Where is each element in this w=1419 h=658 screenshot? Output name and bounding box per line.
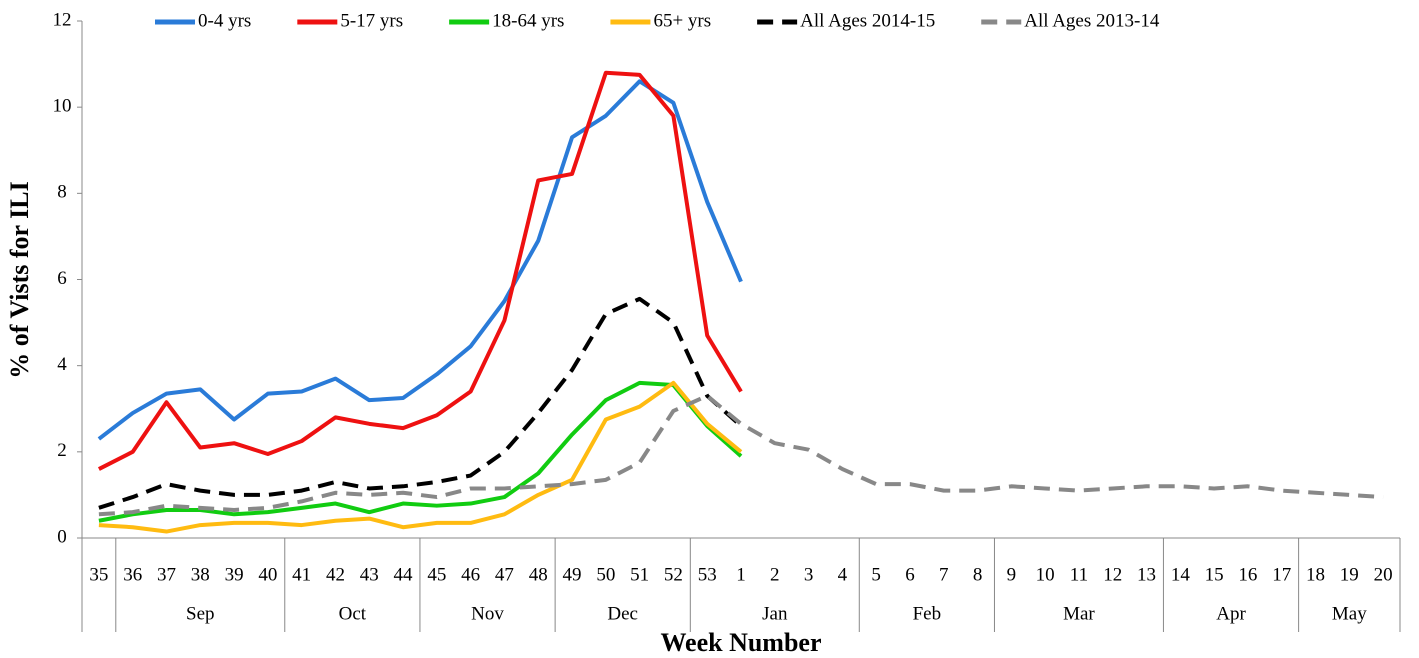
x-tick-label: 44 (394, 564, 414, 585)
series-line (97, 70, 743, 471)
series-line (98, 380, 743, 523)
x-tick-label: 40 (258, 564, 277, 585)
y-tick-label: 2 (57, 440, 67, 461)
x-tick-label: 14 (1171, 564, 1191, 585)
x-tick-label: 42 (326, 564, 345, 585)
legend-label: All Ages 2014-15 (800, 10, 935, 31)
x-tick-label: 20 (1374, 564, 1393, 585)
x-tick-label: 46 (461, 564, 480, 585)
y-tick-label: 12 (53, 9, 72, 30)
x-tick-label: 12 (1103, 564, 1122, 585)
x-tick-label: 51 (630, 564, 649, 585)
x-group-label: Sep (186, 603, 215, 624)
y-tick-label: 8 (57, 182, 67, 203)
x-tick-label: 43 (360, 564, 379, 585)
x-tick-label: 36 (123, 564, 142, 585)
x-tick-label: 2 (770, 564, 780, 585)
series-line (97, 79, 743, 441)
y-tick-label: 4 (57, 354, 67, 375)
legend-label: 65+ yrs (653, 10, 711, 31)
x-group-label: Mar (1063, 603, 1095, 624)
x-tick-label: 16 (1238, 564, 1257, 585)
x-tick-label: 19 (1340, 564, 1359, 585)
x-group-label: Dec (607, 603, 638, 624)
legend-label: 0-4 yrs (198, 10, 251, 31)
y-tick-label: 10 (53, 96, 72, 117)
x-tick-label: 5 (871, 564, 881, 585)
x-axis-title: Week Number (660, 628, 821, 657)
x-tick-label: 15 (1205, 564, 1224, 585)
series-line (98, 296, 743, 510)
x-tick-label: 45 (427, 564, 446, 585)
y-tick-label: 0 (57, 526, 67, 547)
x-tick-label: 38 (191, 564, 210, 585)
x-tick-label: 37 (157, 564, 176, 585)
x-tick-label: 50 (596, 564, 615, 585)
x-tick-label: 9 (1007, 564, 1017, 585)
x-tick-label: 10 (1036, 564, 1055, 585)
x-tick-label: 52 (664, 564, 683, 585)
x-tick-label: 6 (905, 564, 915, 585)
legend-label: 5-17 yrs (340, 10, 403, 31)
series-line (98, 393, 1384, 517)
x-tick-label: 11 (1070, 564, 1088, 585)
x-tick-label: 4 (838, 564, 848, 585)
y-axis-title: % of Vists for ILI (5, 181, 34, 378)
x-group-label: Apr (1216, 603, 1246, 624)
x-tick-label: 35 (89, 564, 108, 585)
x-tick-label: 49 (563, 564, 582, 585)
x-tick-label: 53 (698, 564, 717, 585)
x-group-label: Oct (339, 603, 367, 624)
legend-label: All Ages 2013-14 (1024, 10, 1160, 31)
x-tick-label: 7 (939, 564, 949, 585)
x-group-label: Feb (913, 603, 942, 624)
x-tick-label: 1 (736, 564, 746, 585)
y-tick-label: 6 (57, 268, 67, 289)
x-group-label: May (1332, 603, 1367, 624)
x-tick-label: 13 (1137, 564, 1156, 585)
legend-label: 18-64 yrs (492, 10, 564, 31)
series-line (98, 380, 743, 534)
x-group-label: Nov (471, 603, 504, 624)
x-tick-label: 48 (529, 564, 548, 585)
x-tick-label: 39 (225, 564, 244, 585)
x-tick-label: 41 (292, 564, 311, 585)
x-tick-label: 8 (973, 564, 983, 585)
x-tick-label: 17 (1272, 564, 1291, 585)
x-tick-label: 47 (495, 564, 514, 585)
x-tick-label: 3 (804, 564, 814, 585)
x-tick-label: 18 (1306, 564, 1325, 585)
x-group-label: Jan (762, 603, 788, 624)
